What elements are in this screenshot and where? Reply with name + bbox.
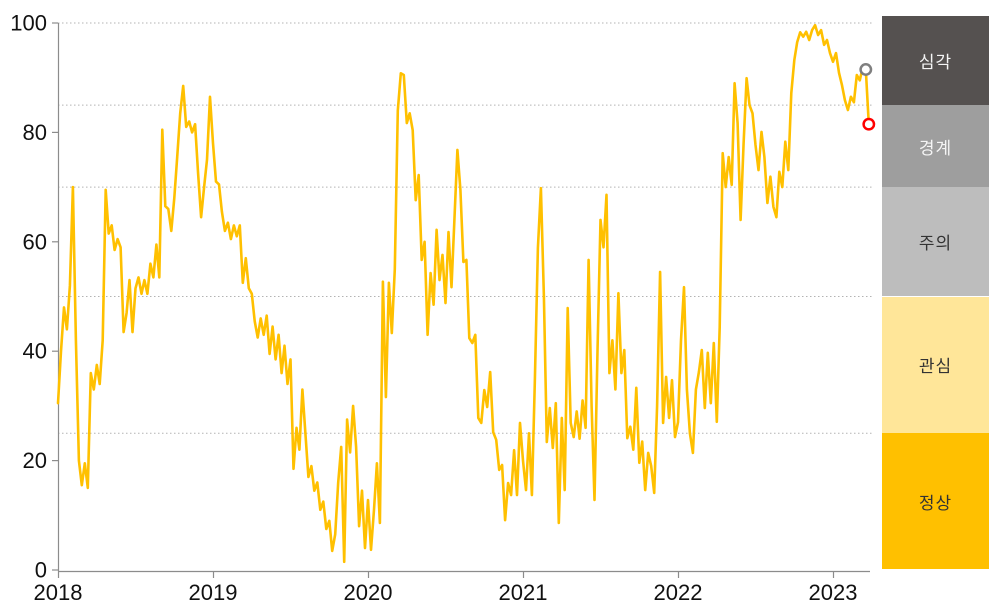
legend-band: 주의: [882, 187, 989, 297]
legend-band-label: 정상: [918, 493, 953, 513]
y-tick-label: 100: [10, 11, 47, 36]
x-tick-label: 2018: [34, 580, 83, 605]
x-tick-label: 2019: [189, 580, 238, 605]
legend-band: 관심: [882, 296, 989, 434]
x-tick-label: 2021: [499, 580, 548, 605]
legend-band-label: 경계: [918, 138, 953, 158]
legend-band-label: 심각: [918, 52, 953, 72]
x-tick-label: 2023: [809, 580, 858, 605]
x-tick-label: 2020: [344, 580, 393, 605]
y-tick-label: 60: [23, 229, 47, 254]
legend-band-label: 관심: [918, 357, 953, 377]
series-line: [56, 23, 871, 564]
y-tick-label: 80: [23, 120, 47, 145]
y-tick-label: 20: [23, 448, 47, 473]
latest-point-marker: [862, 117, 876, 131]
legend-band: 정상: [882, 433, 989, 569]
legend-band: 경계: [882, 105, 989, 188]
legend-band-label: 주의: [918, 234, 953, 254]
legend-band: 심각: [882, 15, 989, 106]
y-tick-label: 0: [35, 558, 47, 583]
previous-point-marker: [859, 63, 873, 76]
x-tick-label: 2022: [654, 580, 703, 605]
y-tick-label: 40: [23, 339, 47, 364]
